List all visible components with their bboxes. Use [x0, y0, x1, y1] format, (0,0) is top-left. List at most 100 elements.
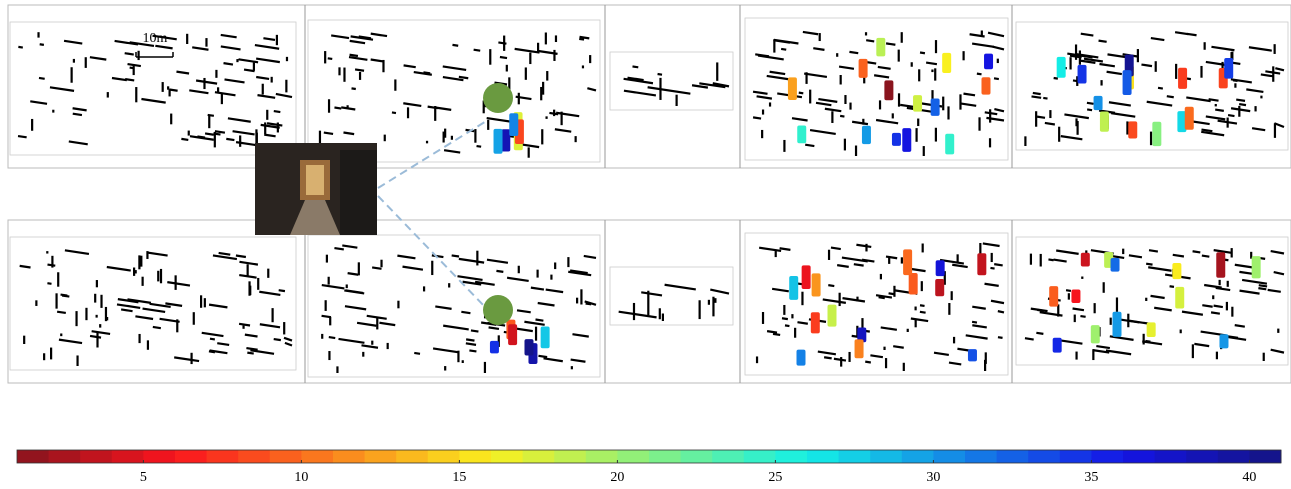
- wall: [1106, 350, 1131, 354]
- wall: [998, 311, 1004, 312]
- wall: [555, 129, 571, 131]
- wall: [284, 338, 292, 341]
- wall: [773, 334, 780, 335]
- colorbar-segment: [1060, 450, 1092, 463]
- wall: [239, 324, 250, 326]
- wall: [141, 99, 165, 103]
- colorbar-segment: [459, 450, 491, 463]
- wall: [572, 334, 588, 336]
- location-marker: [483, 83, 513, 113]
- wall: [1142, 341, 1162, 344]
- wall: [876, 120, 898, 123]
- colorbar-segment: [143, 450, 175, 463]
- wall: [990, 268, 994, 269]
- wall: [20, 266, 31, 268]
- wall: [1211, 47, 1234, 50]
- wall: [209, 305, 227, 308]
- wall: [641, 292, 662, 295]
- colorbar-segment: [80, 450, 112, 463]
- wall: [215, 131, 225, 133]
- wall: [433, 348, 458, 352]
- object-box: [541, 327, 550, 349]
- wall: [487, 260, 508, 263]
- wall: [1214, 306, 1223, 307]
- wall: [239, 262, 257, 265]
- wall: [1099, 41, 1107, 42]
- wall: [579, 39, 584, 40]
- object-box: [968, 349, 977, 361]
- wall: [274, 111, 281, 112]
- wall: [785, 325, 789, 326]
- wall: [469, 350, 476, 351]
- colorbar-segment: [175, 450, 207, 463]
- wall: [828, 285, 834, 286]
- wall: [988, 33, 1004, 36]
- wall: [343, 133, 354, 135]
- wall: [1175, 32, 1188, 34]
- wall: [1202, 256, 1209, 257]
- wall: [371, 60, 385, 62]
- wall: [949, 363, 961, 365]
- wall: [40, 44, 44, 45]
- colorbar-tick-label: 30: [926, 470, 940, 485]
- wall: [998, 337, 1003, 338]
- object-box: [1071, 289, 1080, 303]
- wall: [1151, 296, 1165, 298]
- wall: [264, 135, 275, 137]
- wall: [1268, 290, 1281, 292]
- wall: [849, 52, 858, 53]
- object-box: [490, 341, 499, 353]
- wall: [758, 56, 784, 60]
- wall: [443, 66, 466, 70]
- colorbar-segment: [1123, 450, 1155, 463]
- wall: [963, 94, 975, 96]
- wall: [355, 69, 364, 70]
- object-box: [1224, 58, 1233, 79]
- wall: [870, 355, 882, 357]
- wall: [805, 145, 814, 146]
- wall: [1037, 117, 1045, 118]
- wall: [658, 74, 662, 75]
- wall: [994, 264, 1002, 265]
- wall: [517, 310, 531, 312]
- wall: [994, 109, 1004, 111]
- wall: [205, 133, 214, 134]
- wall: [47, 283, 51, 284]
- object-box: [1252, 256, 1261, 278]
- wall: [1087, 103, 1094, 104]
- wall: [825, 109, 841, 111]
- wall: [767, 76, 791, 80]
- wall: [1146, 264, 1152, 265]
- wall: [1173, 255, 1184, 257]
- wall: [47, 265, 55, 266]
- wall: [324, 133, 333, 134]
- wall: [331, 35, 349, 38]
- wall: [1202, 305, 1212, 307]
- wall: [1275, 68, 1284, 70]
- wall: [50, 87, 74, 91]
- wall: [459, 259, 484, 263]
- colorbar-segment: [428, 450, 460, 463]
- colorbar-segment: [49, 450, 81, 463]
- object-box: [1049, 286, 1058, 306]
- wall: [339, 339, 365, 343]
- colorbar-segment: [997, 450, 1029, 463]
- wall: [1271, 350, 1284, 353]
- wall: [816, 103, 831, 105]
- wall: [224, 63, 233, 64]
- object-box: [859, 59, 868, 78]
- wall: [73, 114, 82, 115]
- wall: [985, 284, 999, 286]
- wall: [255, 45, 279, 49]
- colorbar-tick-label: 35: [1084, 470, 1098, 485]
- wall: [452, 255, 459, 256]
- colorbar-segment: [712, 450, 744, 463]
- wall: [972, 44, 994, 47]
- wall: [1151, 38, 1164, 40]
- object-box: [1172, 263, 1181, 279]
- object-box: [892, 133, 901, 146]
- wall: [767, 331, 777, 332]
- wall: [404, 65, 416, 67]
- wall: [350, 41, 365, 43]
- wall: [219, 253, 231, 255]
